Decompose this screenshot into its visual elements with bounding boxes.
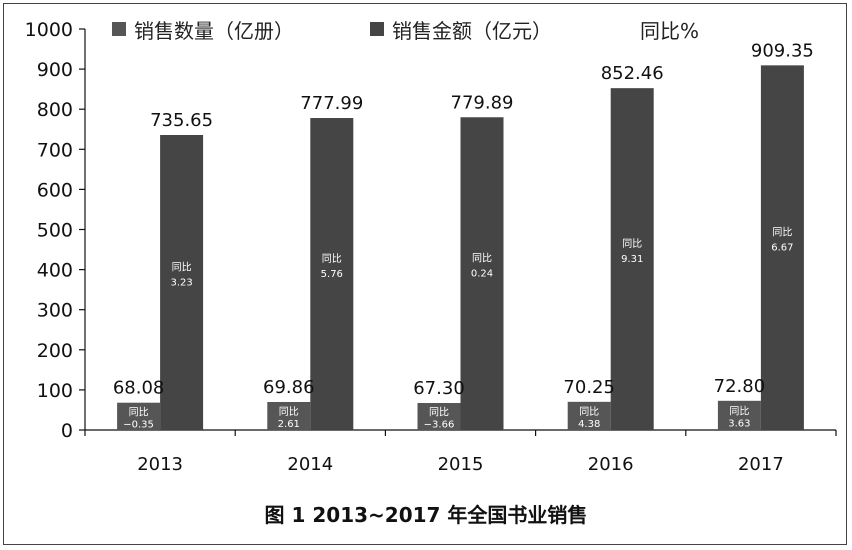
bar-quantity [567,401,611,430]
data-label-amount: 777.99 [300,93,363,114]
y-tick-label: 900 [37,59,73,81]
legend-label-yoy: 同比% [640,19,699,43]
yoy-label: 同比 [622,238,642,250]
x-tick-label: 2017 [738,454,784,475]
data-label-amount: 735.65 [150,110,213,131]
yoy-value: −0.35 [123,419,154,430]
y-tick-label: 700 [37,139,73,161]
yoy-value: 5.76 [321,269,343,280]
yoy-label: 同比 [322,253,342,265]
yoy-label: 同比 [279,406,299,418]
axes: 0 100 200 300 400 500 600 700 800 900 1000 2013 2014… [25,19,837,475]
yoy-value: −3.66 [424,420,455,431]
yoy-value: 6.67 [771,243,793,254]
y-tick-label: 500 [37,220,73,242]
bar-quantity [117,402,161,430]
legend-swatch-quantity [112,22,126,36]
yoy-label: 同比 [172,262,192,274]
legend-label-quantity: 销售数量（亿册） [134,19,294,43]
x-tick-label: 2013 [137,454,183,475]
bar-amount [160,135,204,431]
figure-frame [3,3,847,545]
bar-amount [310,118,354,431]
yoy-value: 9.31 [621,254,643,265]
labels-layer: 68.08同比−0.35735.65同比3.2369.86同比2.61777.9… [113,40,814,430]
yoy-label: 同比 [129,406,149,418]
bars-layer [117,65,804,431]
bar-amount [610,88,654,430]
bar-quantity [267,401,311,430]
x-tick-label: 2014 [287,454,333,475]
y-tick-label: 400 [37,260,73,282]
data-label-quantity: 67.30 [413,378,465,399]
yoy-label: 同比 [472,253,492,265]
bar-amount [460,117,504,431]
yoy-label: 同比 [429,407,449,419]
yoy-label: 同比 [772,227,792,239]
yoy-value: 0.24 [471,269,493,280]
data-label-amount: 852.46 [601,63,664,84]
figure-caption: 图 1 2013~2017 年全国书业销售 [265,503,588,527]
yoy-label: 同比 [579,406,599,418]
data-label-quantity: 69.86 [263,377,315,398]
bar-amount [760,65,804,430]
yoy-label: 同比 [729,405,749,417]
data-label-quantity: 68.08 [113,378,165,399]
y-tick-label: 1000 [25,19,73,41]
legend: 销售数量（亿册） 销售金额（亿元） 同比% [112,19,699,43]
yoy-value: 4.38 [578,419,600,430]
legend-label-amount: 销售金额（亿元） [392,19,552,43]
y-tick-label: 300 [37,300,73,322]
data-label-quantity: 72.80 [714,376,766,397]
y-tick-label: 200 [37,340,73,362]
y-tick-label: 800 [37,99,73,121]
yoy-value: 3.63 [728,418,750,429]
y-tick-label: 0 [61,420,73,442]
bar-quantity [717,400,761,430]
bar-quantity [417,403,461,430]
x-tick-label: 2016 [588,454,634,475]
y-tick-label: 100 [37,380,73,402]
legend-swatch-amount [370,22,384,36]
data-label-amount: 909.35 [751,40,814,61]
data-label-amount: 779.89 [451,92,514,113]
yoy-value: 2.61 [278,419,300,430]
yoy-value: 3.23 [170,278,192,289]
data-label-quantity: 70.25 [563,377,615,398]
y-tick-label: 600 [37,179,73,201]
x-tick-label: 2015 [438,454,484,475]
